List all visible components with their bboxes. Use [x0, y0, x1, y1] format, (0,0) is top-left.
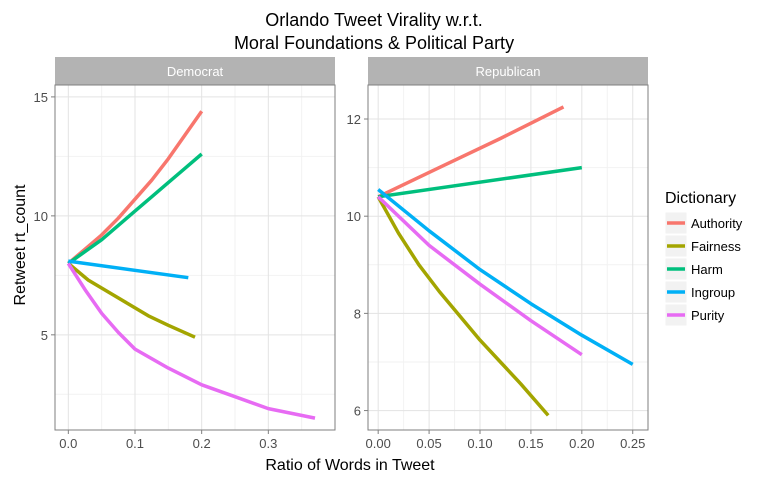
y-tick-label: 6	[354, 404, 361, 419]
x-axis-label: Ratio of Words in Tweet	[265, 457, 435, 474]
y-tick-label: 5	[41, 328, 48, 343]
series-line-ingroup	[377, 188, 634, 366]
x-tick-label: 0.05	[416, 436, 441, 451]
series-line-fairness	[376, 195, 550, 417]
y-tick-label: 8	[354, 306, 361, 321]
legend-item-ingroup: Ingroup	[664, 280, 735, 304]
y-tick-label: 10	[34, 209, 48, 224]
facet-strip	[55, 57, 335, 85]
legend-label: Ingroup	[691, 285, 735, 300]
chart-title-line-1: Orlando Tweet Virality w.r.t.	[265, 10, 482, 30]
panel-border	[367, 84, 649, 431]
legend-item-harm: Harm	[664, 257, 723, 281]
panel-border	[54, 84, 336, 431]
chart-title-line-2: Moral Foundations & Political Party	[234, 33, 514, 53]
series-line-harm	[67, 152, 203, 265]
x-tick-label: 0.0	[59, 436, 77, 451]
series-line-authority	[377, 105, 565, 199]
legend-label: Authority	[691, 216, 743, 231]
legend-title: Dictionary	[665, 190, 736, 207]
legend-label: Purity	[691, 308, 725, 323]
series-line-purity	[66, 262, 316, 420]
x-tick-label: 0.25	[620, 436, 645, 451]
legend-label: Harm	[691, 262, 723, 277]
y-axis-label: Retweet rt_count	[12, 184, 29, 306]
legend-item-purity: Purity	[664, 303, 725, 327]
panel-background	[54, 84, 336, 431]
x-tick-label: 0.10	[467, 436, 492, 451]
facet-strip-label: Republican	[475, 64, 540, 79]
series-line-fairness	[67, 262, 196, 339]
legend-label: Fairness	[691, 239, 741, 254]
facet-panels: Democrat 0.0 0.1 0.2 0.3 5 10 15 Republican 0.00 0…	[34, 57, 649, 451]
series-line-purity	[376, 195, 583, 357]
y-tick-label: 15	[34, 90, 48, 105]
facet-strip-label: Democrat	[167, 64, 224, 79]
panel-background	[367, 84, 649, 431]
x-tick-label: 0.00	[366, 436, 391, 451]
legend-item-authority: Authority	[664, 211, 743, 235]
y-tick-label: 12	[347, 112, 361, 127]
series-line-authority	[67, 110, 204, 265]
x-tick-label: 0.20	[569, 436, 594, 451]
x-tick-label: 0.15	[518, 436, 543, 451]
panel-democrat: Democrat 0.0 0.1 0.2 0.3 5 10 15	[34, 57, 336, 451]
x-tick-label: 0.2	[193, 436, 211, 451]
x-tick-label: 0.3	[259, 436, 277, 451]
legend: Dictionary Authority Fairness Harm Ingroup P…	[664, 190, 743, 327]
series-line-ingroup	[68, 259, 189, 280]
legend-item-fairness: Fairness	[664, 234, 741, 258]
x-tick-label: 0.1	[126, 436, 144, 451]
panel-republican: Republican 0.00 0.05 0.10 0.15 0.20 0.25 6 8 10 12	[347, 57, 649, 451]
series-line-harm	[377, 165, 583, 199]
facet-strip	[368, 57, 648, 85]
y-tick-label: 10	[347, 209, 361, 224]
